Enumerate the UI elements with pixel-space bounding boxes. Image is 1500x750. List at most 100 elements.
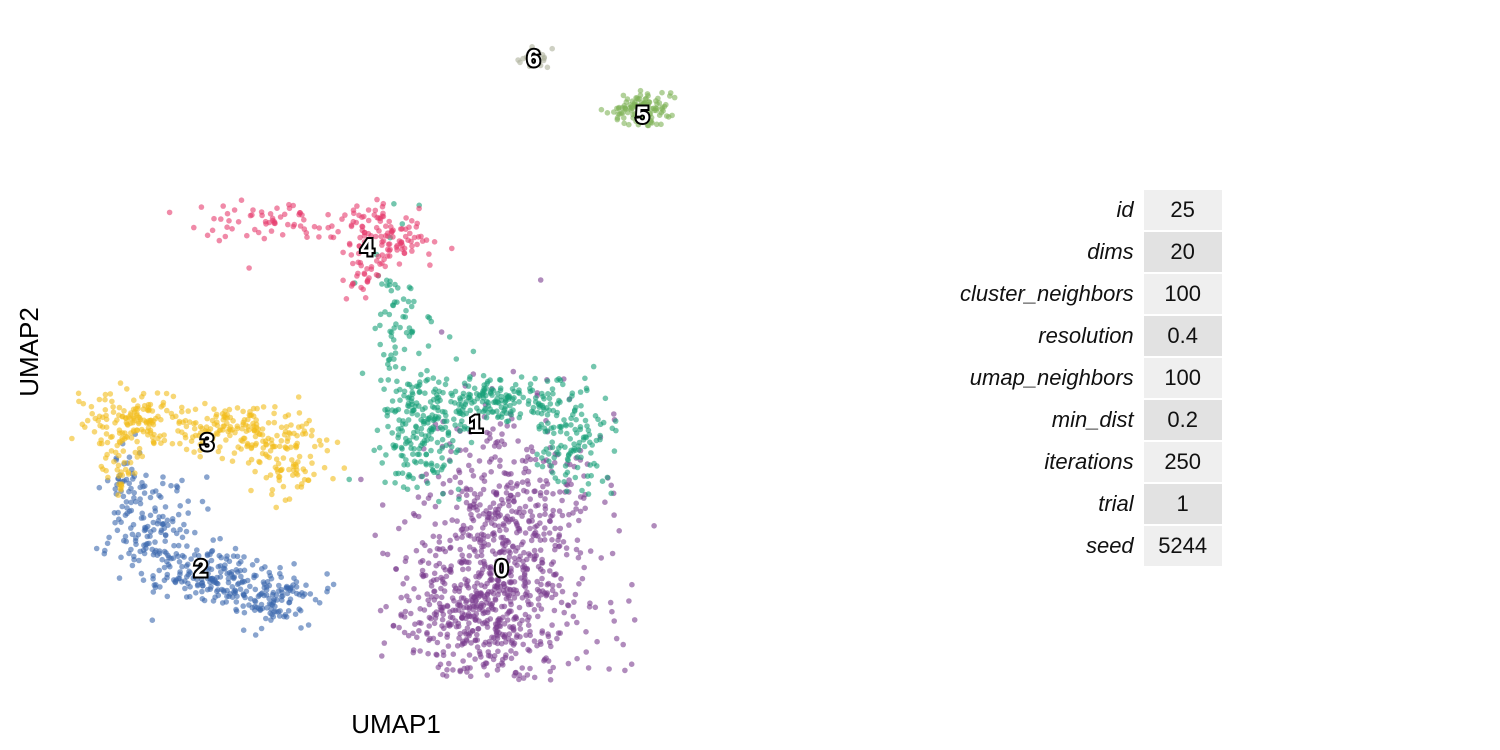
data-point — [435, 415, 441, 422]
data-point — [394, 247, 400, 253]
data-point — [117, 439, 123, 446]
data-point — [139, 453, 146, 460]
param-value: 100 — [1143, 358, 1222, 398]
data-point — [456, 401, 462, 408]
data-point — [510, 543, 516, 549]
data-point — [408, 303, 415, 310]
data-point — [444, 602, 451, 609]
data-point — [323, 437, 330, 443]
data-point — [241, 609, 248, 616]
data-point — [620, 110, 626, 116]
data-point — [194, 547, 200, 553]
data-point — [153, 582, 159, 588]
data-point — [291, 461, 297, 468]
data-point — [479, 398, 486, 405]
param-row-cluster-neighbors: cluster_neighbors 100 — [960, 274, 1222, 314]
data-point — [346, 476, 353, 483]
data-point — [170, 393, 177, 400]
data-point — [411, 429, 417, 436]
data-point — [562, 472, 569, 478]
data-point — [486, 459, 493, 465]
data-point — [581, 564, 587, 571]
data-point — [120, 493, 127, 500]
data-point — [152, 505, 158, 511]
data-point — [463, 485, 470, 492]
param-row-trial: trial 1 — [960, 484, 1222, 524]
data-point — [448, 489, 454, 496]
data-point — [440, 491, 446, 497]
data-point — [204, 232, 211, 239]
data-point — [168, 555, 174, 562]
data-point — [276, 582, 282, 589]
data-point — [208, 557, 215, 564]
data-point — [183, 563, 190, 569]
data-point — [568, 415, 574, 422]
data-point — [490, 537, 497, 543]
data-point — [484, 591, 491, 598]
data-point — [179, 552, 186, 559]
data-point — [431, 620, 438, 627]
data-point — [340, 249, 346, 256]
data-point — [400, 296, 407, 302]
data-point — [388, 287, 395, 294]
data-point — [556, 532, 563, 538]
data-point — [208, 584, 214, 590]
data-point — [217, 574, 224, 580]
data-point — [255, 229, 262, 236]
data-point — [136, 557, 142, 564]
data-point — [365, 207, 372, 213]
data-point — [128, 499, 134, 506]
data-point — [248, 444, 255, 451]
data-point — [504, 617, 511, 623]
data-point — [215, 563, 222, 570]
data-point — [595, 416, 601, 423]
data-point — [459, 552, 466, 558]
data-point — [330, 234, 337, 241]
data-point — [124, 505, 130, 511]
data-point — [529, 44, 535, 50]
data-point — [497, 549, 503, 555]
data-point — [400, 581, 407, 587]
data-point — [372, 325, 379, 332]
data-point — [425, 597, 432, 603]
data-point — [484, 624, 491, 630]
data-point — [509, 485, 515, 492]
data-point — [508, 411, 515, 418]
data-point — [418, 431, 425, 438]
data-point — [221, 589, 227, 595]
data-point — [393, 388, 400, 395]
data-point — [511, 388, 517, 395]
data-point — [379, 460, 386, 466]
data-point — [466, 462, 472, 469]
data-point — [494, 408, 500, 415]
param-name: resolution — [1038, 323, 1134, 348]
data-point — [383, 277, 390, 284]
data-point — [538, 641, 544, 647]
data-point — [507, 402, 513, 409]
data-point — [416, 628, 422, 634]
data-point — [229, 458, 236, 465]
data-point — [263, 587, 270, 593]
data-point — [574, 619, 580, 626]
data-point — [552, 546, 558, 553]
data-point — [356, 250, 362, 257]
data-point — [423, 460, 429, 467]
data-point — [590, 363, 597, 370]
data-point — [122, 533, 129, 540]
data-point — [420, 572, 427, 579]
data-point — [340, 277, 346, 284]
data-point — [436, 560, 443, 567]
data-point — [291, 221, 298, 228]
data-point — [448, 448, 454, 455]
data-point — [549, 386, 556, 392]
data-point — [324, 447, 331, 454]
data-point — [456, 585, 463, 591]
data-point — [405, 632, 412, 639]
data-point — [547, 401, 554, 407]
data-point — [282, 413, 289, 420]
data-point — [500, 534, 506, 541]
data-point — [386, 241, 393, 247]
data-point — [447, 544, 454, 551]
data-point — [576, 517, 582, 524]
data-point — [240, 603, 246, 609]
